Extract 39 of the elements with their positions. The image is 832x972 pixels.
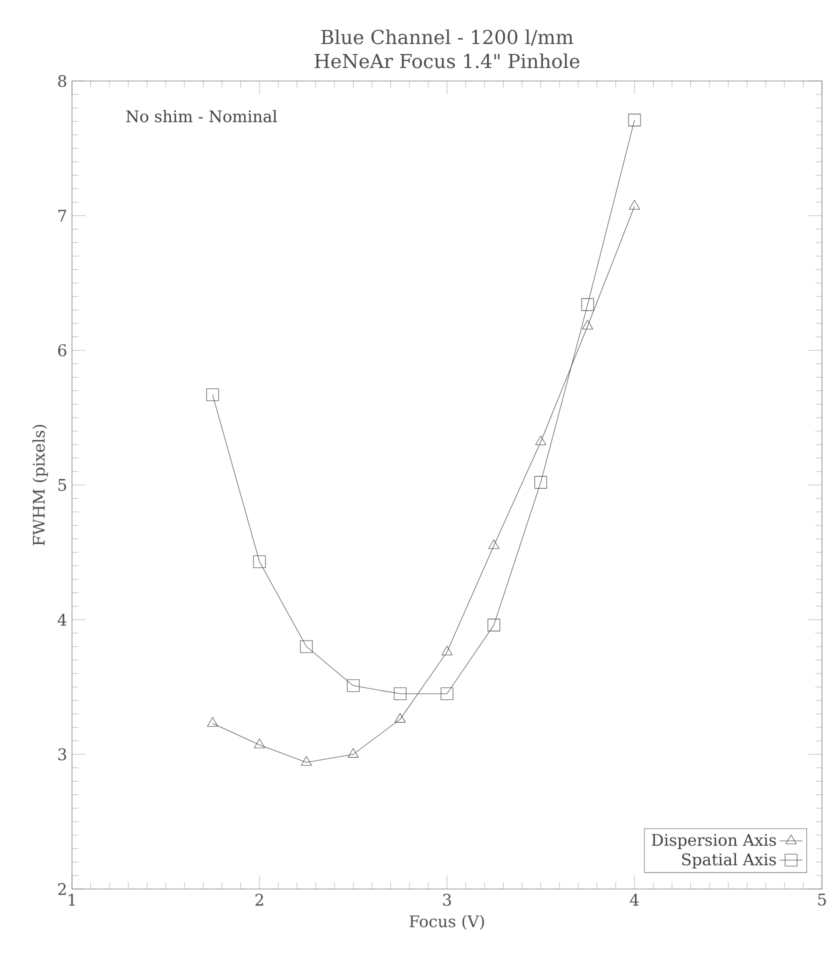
y-tick-label: 3 xyxy=(58,748,66,760)
y-tick-label: 2 xyxy=(58,883,66,895)
chart-subtitle: HeNeAr Focus 1.4" Pinhole xyxy=(314,53,580,68)
y-tick-label: 5 xyxy=(58,479,66,491)
point xyxy=(301,756,312,766)
legend-label: Dispersion Axis xyxy=(652,834,776,850)
x-tick-label: 4 xyxy=(630,894,640,906)
x-tick-label: 2 xyxy=(256,894,264,906)
point xyxy=(394,713,406,723)
point xyxy=(629,200,640,210)
x-tick-label: 1 xyxy=(69,894,76,906)
point xyxy=(207,717,218,727)
annotation: No shim - Nominal xyxy=(126,110,278,122)
y-tick-label: 4 xyxy=(58,614,67,626)
point xyxy=(440,687,454,700)
y-tick-label: 7 xyxy=(58,210,66,222)
point xyxy=(488,539,500,549)
legend-label: Spatial Axis xyxy=(682,853,776,869)
point xyxy=(488,618,500,632)
x-tick-label: 5 xyxy=(818,894,826,906)
point xyxy=(347,679,360,692)
point xyxy=(582,320,594,330)
x-tick-label: 3 xyxy=(443,894,452,906)
point xyxy=(206,388,220,402)
chart-title: Blue Channel - 1200 l/mm xyxy=(322,29,574,46)
x-axis-title: Focus (V) xyxy=(410,914,484,930)
point xyxy=(628,114,641,126)
point xyxy=(254,738,266,748)
point xyxy=(300,640,313,653)
point xyxy=(536,436,546,446)
point xyxy=(582,298,594,311)
y-axis-title: FWHM (pixels) xyxy=(32,424,48,546)
point xyxy=(442,646,453,656)
point xyxy=(348,748,359,758)
y-tick-label: 6 xyxy=(58,344,67,356)
point xyxy=(534,476,548,489)
point xyxy=(394,687,407,700)
point xyxy=(253,555,266,568)
y-tick-label: 8 xyxy=(58,74,66,88)
